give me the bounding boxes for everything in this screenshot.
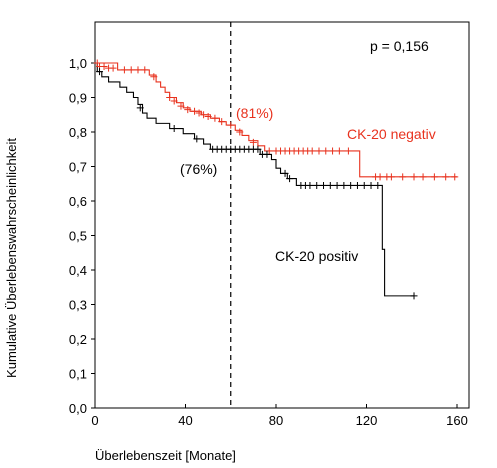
y-tick-label-4: 0,4 (69, 263, 87, 278)
censor-mark-ck-20-positiv-1 (136, 104, 144, 112)
censor-mark-ck-20-positiv-26 (340, 181, 348, 189)
censor-mark-ck-20-negativ-4 (109, 64, 117, 72)
censor-mark-ck-20-negativ-44 (419, 173, 427, 181)
y-tick-label-7: 0,7 (69, 160, 87, 175)
censor-mark-ck-20-negativ-20 (227, 121, 235, 129)
x-axis-label: Überlebenszeit [Monate] (95, 448, 236, 463)
censor-mark-ck-20-positiv-30 (367, 181, 375, 189)
censor-mark-ck-20-negativ-14 (191, 107, 199, 115)
y-tick-label-8: 0,8 (69, 125, 87, 140)
censor-mark-ck-20-negativ-17 (204, 112, 212, 120)
censor-mark-ck-20-positiv-2 (170, 125, 178, 133)
x-tick-label-2: 80 (269, 413, 283, 428)
censor-mark-ck-20-negativ-5 (120, 66, 128, 74)
censor-mark-ck-20-negativ-16 (200, 111, 208, 119)
censor-mark-ck-20-positiv-3 (193, 135, 201, 143)
censor-mark-ck-20-negativ-19 (218, 118, 226, 126)
censor-mark-ck-20-negativ-35 (329, 147, 337, 155)
censor-mark-ck-20-positiv-24 (326, 181, 334, 189)
annotation-81-percent: (81%) (236, 105, 273, 121)
censor-mark-ck-20-negativ-10 (166, 94, 174, 101)
axes: 0,0 0,1 0,2 0,3 0,4 0,5 0,6 0,7 0,8 0,9 1,0 0 40 80 12… (69, 56, 468, 428)
censor-mark-ck-20-negativ-2 (100, 62, 108, 70)
censor-mark-ck-20-negativ-33 (315, 147, 323, 155)
censor-mark-ck-20-negativ-7 (134, 66, 142, 74)
y-axis-label: Kumulative Überlebenswahrscheinlichkeit (4, 138, 19, 378)
censor-mark-ck-20-negativ-42 (399, 173, 407, 181)
censor-mark-ck-20-positiv-29 (360, 181, 368, 189)
censor-mark-ck-20-negativ-34 (322, 147, 330, 155)
y-tick-label-2: 0,2 (69, 332, 87, 347)
censor-mark-ck-20-positiv-14 (254, 145, 262, 153)
censor-mark-ck-20-negativ-6 (127, 66, 135, 74)
censor-mark-ck-20-positiv-27 (347, 181, 355, 189)
censor-mark-ck-20-negativ-37 (344, 147, 352, 155)
censor-mark-ck-20-negativ-8 (141, 66, 149, 74)
censor-mark-ck-20-positiv-17 (281, 169, 289, 177)
censor-mark-ck-20-positiv-28 (353, 181, 361, 189)
x-tick-label-4: 160 (446, 413, 468, 428)
censor-mark-ck-20-negativ-41 (387, 173, 395, 181)
censor-marks-layer (93, 59, 459, 300)
censor-mark-ck-20-negativ-43 (410, 173, 418, 181)
censor-mark-ck-20-positiv-0 (96, 68, 104, 76)
censor-mark-ck-20-positiv-22 (313, 181, 321, 189)
censor-mark-ck-20-positiv-23 (320, 181, 328, 189)
y-tick-label-6: 0,6 (69, 194, 87, 209)
censor-mark-ck-20-positiv-16 (263, 150, 271, 158)
censor-mark-ck-20-negativ-22 (249, 138, 257, 146)
censor-mark-ck-20-negativ-12 (177, 102, 185, 110)
censor-mark-ck-20-positiv-32 (410, 292, 418, 300)
y-tick-label-3: 0,3 (69, 298, 87, 313)
y-tick-label-1: 0,1 (69, 367, 87, 382)
censor-mark-ck-20-negativ-21 (236, 128, 244, 136)
censor-mark-ck-20-positiv-18 (286, 175, 294, 183)
series-label-ck20-positiv: CK-20 positiv (275, 248, 358, 264)
censor-mark-ck-20-negativ-36 (335, 147, 343, 155)
survival-curve-ck-20-positiv (95, 62, 415, 297)
censor-mark-ck-20-positiv-21 (306, 181, 314, 189)
censor-mark-ck-20-negativ-45 (430, 173, 438, 181)
censor-mark-ck-20-negativ-15 (195, 109, 203, 117)
y-tick-label-5: 0,5 (69, 229, 87, 244)
y-tick-label-10: 1,0 (69, 56, 87, 71)
censor-mark-ck-20-negativ-32 (308, 147, 316, 155)
censor-mark-ck-20-positiv-25 (333, 181, 341, 189)
x-tick-label-1: 40 (178, 413, 192, 428)
censor-mark-ck-20-positiv-31 (374, 181, 382, 189)
p-value-label: p = 0,156 (370, 38, 429, 54)
x-tick-label-0: 0 (91, 413, 98, 428)
censor-mark-ck-20-negativ-39 (376, 173, 384, 181)
y-tick-label-9: 0,9 (69, 91, 87, 106)
annotation-76-percent: (76%) (180, 161, 217, 177)
censor-mark-ck-20-negativ-18 (211, 114, 219, 122)
censor-mark-ck-20-negativ-13 (184, 106, 192, 114)
y-tick-label-0: 0,0 (69, 401, 87, 416)
censor-mark-ck-20-negativ-46 (442, 173, 450, 181)
censor-mark-ck-20-negativ-47 (451, 173, 459, 181)
censor-mark-ck-20-negativ-11 (170, 97, 178, 105)
censor-mark-ck-20-negativ-9 (150, 73, 158, 81)
series-label-ck20-negativ: CK-20 negativ (347, 126, 436, 142)
plot-frame (94, 21, 470, 409)
x-tick-label-3: 120 (356, 413, 378, 428)
